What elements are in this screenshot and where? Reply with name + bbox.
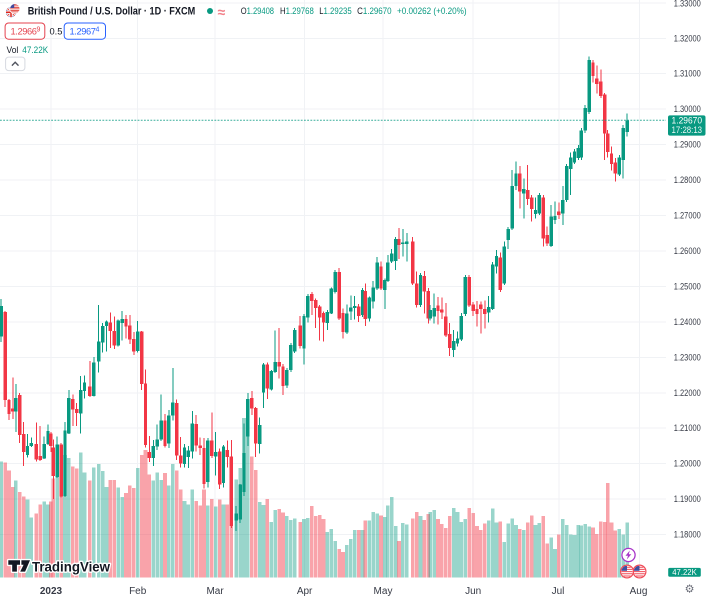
svg-text:L1.29235: L1.29235: [319, 6, 352, 16]
svg-text:1.18000: 1.18000: [674, 530, 701, 540]
svg-text:1.30000: 1.30000: [674, 104, 701, 114]
svg-text:H1.29768: H1.29768: [280, 6, 314, 16]
svg-text:1.20000: 1.20000: [674, 459, 701, 469]
svg-text:1.31000: 1.31000: [674, 69, 701, 79]
svg-text:0.5: 0.5: [50, 27, 63, 37]
svg-text:May: May: [374, 586, 393, 597]
svg-text:1.33000: 1.33000: [674, 0, 701, 8]
svg-text:Feb: Feb: [129, 586, 147, 597]
svg-text:TradingView: TradingView: [32, 558, 110, 574]
svg-text:1.29674: 1.29674: [70, 26, 100, 37]
svg-text:1.32000: 1.32000: [674, 33, 701, 43]
svg-text:17:28:13: 17:28:13: [672, 125, 703, 136]
svg-text:+0.00262 (+0.20%): +0.00262 (+0.20%): [397, 6, 467, 16]
svg-text:1.25000: 1.25000: [674, 281, 701, 291]
svg-text:1.29000: 1.29000: [674, 140, 701, 150]
svg-text:47.22K: 47.22K: [672, 568, 697, 577]
svg-text:1.21000: 1.21000: [674, 423, 701, 433]
svg-text:Vol: Vol: [7, 45, 19, 56]
svg-text:1.22000: 1.22000: [674, 388, 701, 398]
svg-text:British Pound / U.S. Dollar ·: British Pound / U.S. Dollar · 1D · FXCM: [28, 5, 196, 17]
svg-text:1.29669: 1.29669: [11, 26, 41, 37]
svg-text:≈: ≈: [218, 4, 226, 20]
svg-text:1.19000: 1.19000: [674, 494, 701, 504]
svg-text:1.28000: 1.28000: [674, 175, 701, 185]
svg-text:1.26000: 1.26000: [674, 246, 701, 256]
svg-text:Aug: Aug: [630, 586, 648, 597]
svg-text:2023: 2023: [40, 586, 63, 597]
svg-text:1.29670: 1.29670: [672, 115, 703, 126]
svg-text:Apr: Apr: [297, 586, 313, 597]
svg-text:⚙: ⚙: [685, 584, 695, 596]
svg-text:Mar: Mar: [206, 586, 224, 597]
svg-text:Jun: Jun: [465, 586, 481, 597]
svg-text:1.24000: 1.24000: [674, 317, 701, 327]
svg-text:O1.29408: O1.29408: [241, 6, 274, 16]
svg-text:Jul: Jul: [552, 586, 565, 597]
svg-text:1.27000: 1.27000: [674, 211, 701, 221]
svg-text:47.22K: 47.22K: [22, 45, 48, 56]
svg-text:C1.29670: C1.29670: [357, 6, 392, 16]
svg-text:1.23000: 1.23000: [674, 352, 701, 362]
